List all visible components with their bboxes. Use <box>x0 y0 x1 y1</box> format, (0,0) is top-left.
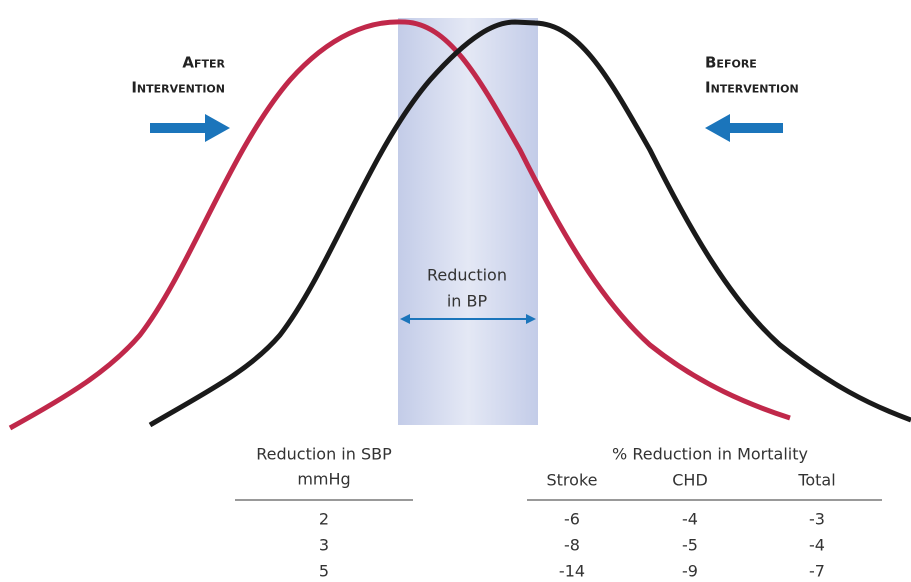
table-cell: -6 <box>564 510 580 529</box>
after-label: After <box>182 54 225 72</box>
before-label: Intervention <box>705 79 799 97</box>
before-curve <box>148 19 911 428</box>
table-header: mmHg <box>297 470 350 489</box>
table-cell: 2 <box>319 510 329 529</box>
table-cell: 5 <box>319 562 329 581</box>
before-label: Before <box>705 54 757 72</box>
table-cell: -8 <box>564 536 580 555</box>
table-cell: 3 <box>319 536 329 555</box>
reduction-band <box>398 18 538 425</box>
table-cell: -14 <box>559 562 585 581</box>
right-arrow <box>150 114 230 142</box>
table-cell: -7 <box>809 562 825 581</box>
after-curve <box>8 19 791 431</box>
column-header: Total <box>797 471 835 490</box>
column-header: CHD <box>672 471 708 490</box>
table-header: Reduction in SBP <box>256 445 392 464</box>
reduction-label: in BP <box>447 292 488 311</box>
table-header: % Reduction in Mortality <box>612 445 808 464</box>
table-cell: -4 <box>809 536 825 555</box>
table-cell: -5 <box>682 536 698 555</box>
after-label: Intervention <box>131 79 225 97</box>
left-arrow <box>705 114 783 142</box>
reduction-label: Reduction <box>427 266 507 285</box>
table-cell: -9 <box>682 562 698 581</box>
table-cell: -4 <box>682 510 698 529</box>
table-cell: -3 <box>809 510 825 529</box>
column-header: Stroke <box>547 471 598 490</box>
